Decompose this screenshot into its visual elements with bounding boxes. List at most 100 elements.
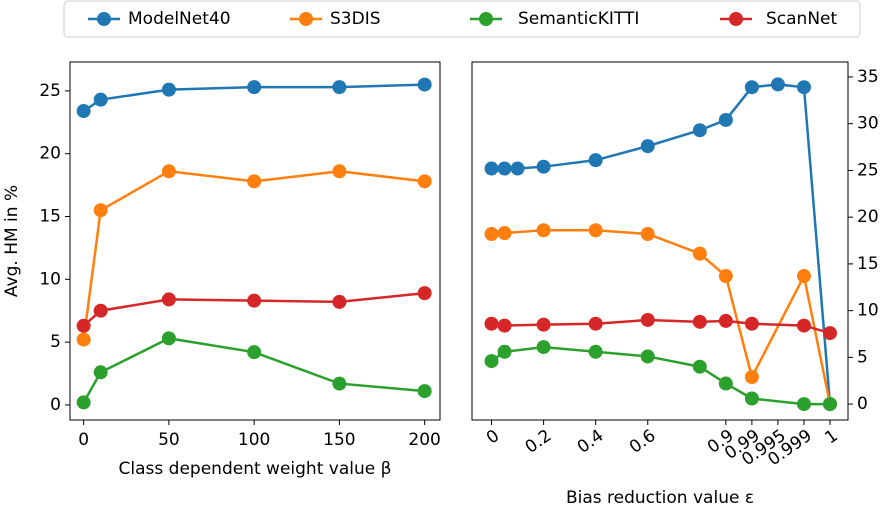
legend-label: ScanNet [766, 9, 838, 29]
data-point [93, 365, 108, 380]
plot-frame [471, 61, 849, 421]
data-point [823, 326, 837, 341]
data-point [76, 318, 91, 333]
data-point [497, 344, 512, 359]
x-tick-label: 0.4 [574, 426, 608, 458]
data-point [76, 395, 91, 410]
data-point [497, 318, 512, 333]
data-point [744, 316, 759, 331]
data-point [497, 161, 512, 176]
plot-frame [69, 61, 441, 421]
data-point [484, 226, 499, 241]
data-point [417, 286, 432, 301]
data-point [332, 164, 347, 179]
data-point [536, 223, 551, 238]
data-point [640, 312, 655, 327]
data-point [247, 293, 262, 308]
series-line [490, 345, 830, 406]
legend-marker [299, 12, 313, 26]
data-point [161, 164, 176, 179]
data-point [640, 349, 655, 364]
data-point [332, 376, 347, 391]
data-point [796, 269, 811, 284]
legend-marker [97, 12, 111, 26]
data-point [692, 314, 707, 329]
data-point [76, 332, 91, 347]
data-point [332, 294, 347, 309]
data-point [640, 226, 655, 241]
y-tick-label: 10 [39, 269, 61, 289]
x-tick-label: 0.6 [626, 426, 660, 458]
y-tick-label: 15 [857, 254, 879, 274]
data-point [796, 80, 811, 95]
data-point [718, 376, 733, 391]
data-point [536, 317, 551, 332]
data-point [417, 77, 432, 92]
y-tick-label: 5 [857, 347, 868, 367]
data-point [161, 292, 176, 307]
data-point [744, 80, 759, 95]
data-point [93, 92, 108, 107]
data-point [76, 103, 91, 118]
data-point [770, 77, 785, 92]
series-line [491, 318, 831, 335]
data-point [93, 203, 108, 218]
y-tick-label: 30 [857, 114, 879, 134]
x-tick-label: 100 [238, 430, 270, 450]
y-tick-label: 15 [39, 207, 61, 227]
data-point [796, 318, 811, 333]
data-point [588, 153, 603, 168]
data-point [510, 161, 525, 176]
data-point [536, 159, 551, 174]
legend-box [63, 0, 861, 38]
x-axis-label: Class dependent weight value β [119, 459, 392, 479]
data-point [744, 370, 759, 385]
x-tick-label: 0 [483, 426, 503, 449]
x-tick-label: 200 [408, 430, 440, 450]
x-tick-label: 0 [78, 430, 89, 450]
y-tick-label: 0 [857, 394, 868, 414]
y-tick-label: 20 [857, 207, 879, 227]
y-tick-label: 25 [857, 160, 879, 180]
x-tick-label: 50 [158, 430, 180, 450]
x-axis-label: Bias reduction value ε [566, 488, 754, 508]
data-point [536, 340, 551, 355]
y-axis-label: Avg. HM in % [2, 185, 22, 297]
series-line [82, 169, 425, 340]
x-tick-label: 0.2 [522, 426, 556, 458]
data-point [247, 174, 262, 189]
legend-marker [479, 12, 493, 26]
y-tick-label: 20 [39, 144, 61, 164]
y-tick-label: 5 [50, 332, 61, 352]
data-point [417, 384, 432, 399]
data-point [588, 223, 603, 238]
data-point [247, 345, 262, 360]
y-tick-label: 10 [857, 301, 879, 321]
data-point [484, 161, 499, 176]
y-tick-label: 35 [857, 67, 879, 87]
data-point [332, 80, 347, 95]
legend-marker [729, 12, 743, 26]
y-tick-label: 25 [39, 81, 61, 101]
data-point [796, 397, 811, 412]
data-point [484, 316, 499, 331]
x-tick-label: 1 [821, 426, 841, 449]
data-point [692, 359, 707, 374]
data-point [161, 82, 176, 97]
data-point [417, 174, 432, 189]
data-point [823, 397, 837, 412]
legend-label: ModelNet40 [128, 9, 231, 29]
data-point [497, 226, 512, 241]
data-point [161, 331, 176, 346]
data-point [744, 391, 759, 406]
series-line [491, 229, 832, 405]
data-point [588, 344, 603, 359]
x-tick-label: 150 [323, 430, 355, 450]
data-point [692, 246, 707, 261]
data-point [484, 354, 499, 369]
series-line [491, 83, 832, 405]
y-tick-label: 0 [50, 395, 61, 415]
data-point [718, 112, 733, 127]
data-point [718, 313, 733, 328]
